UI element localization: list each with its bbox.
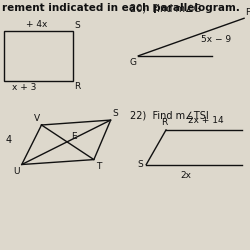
- Text: F: F: [245, 8, 250, 17]
- Text: 2x: 2x: [181, 172, 192, 180]
- Text: rement indicated in each parallelogram.: rement indicated in each parallelogram.: [2, 4, 240, 14]
- Bar: [4, 31, 73, 80]
- Text: 2x + 14: 2x + 14: [188, 116, 224, 125]
- Text: 22)  Find m∠TSI: 22) Find m∠TSI: [130, 110, 209, 120]
- Text: G: G: [129, 58, 136, 67]
- Text: R: R: [74, 82, 80, 90]
- Text: 5x − 9: 5x − 9: [202, 35, 232, 44]
- Text: U: U: [13, 166, 20, 175]
- Text: 4: 4: [6, 135, 12, 145]
- Text: x + 3: x + 3: [12, 82, 36, 92]
- Text: S: S: [74, 21, 80, 30]
- Text: + 4x: + 4x: [26, 20, 47, 29]
- Text: S: S: [113, 109, 118, 118]
- Text: R: R: [161, 118, 167, 127]
- Text: 20)  Find m∠G: 20) Find m∠G: [130, 4, 202, 14]
- Text: T: T: [96, 162, 101, 170]
- Text: E: E: [71, 132, 76, 141]
- Text: V: V: [34, 114, 40, 123]
- Text: S: S: [138, 160, 143, 169]
